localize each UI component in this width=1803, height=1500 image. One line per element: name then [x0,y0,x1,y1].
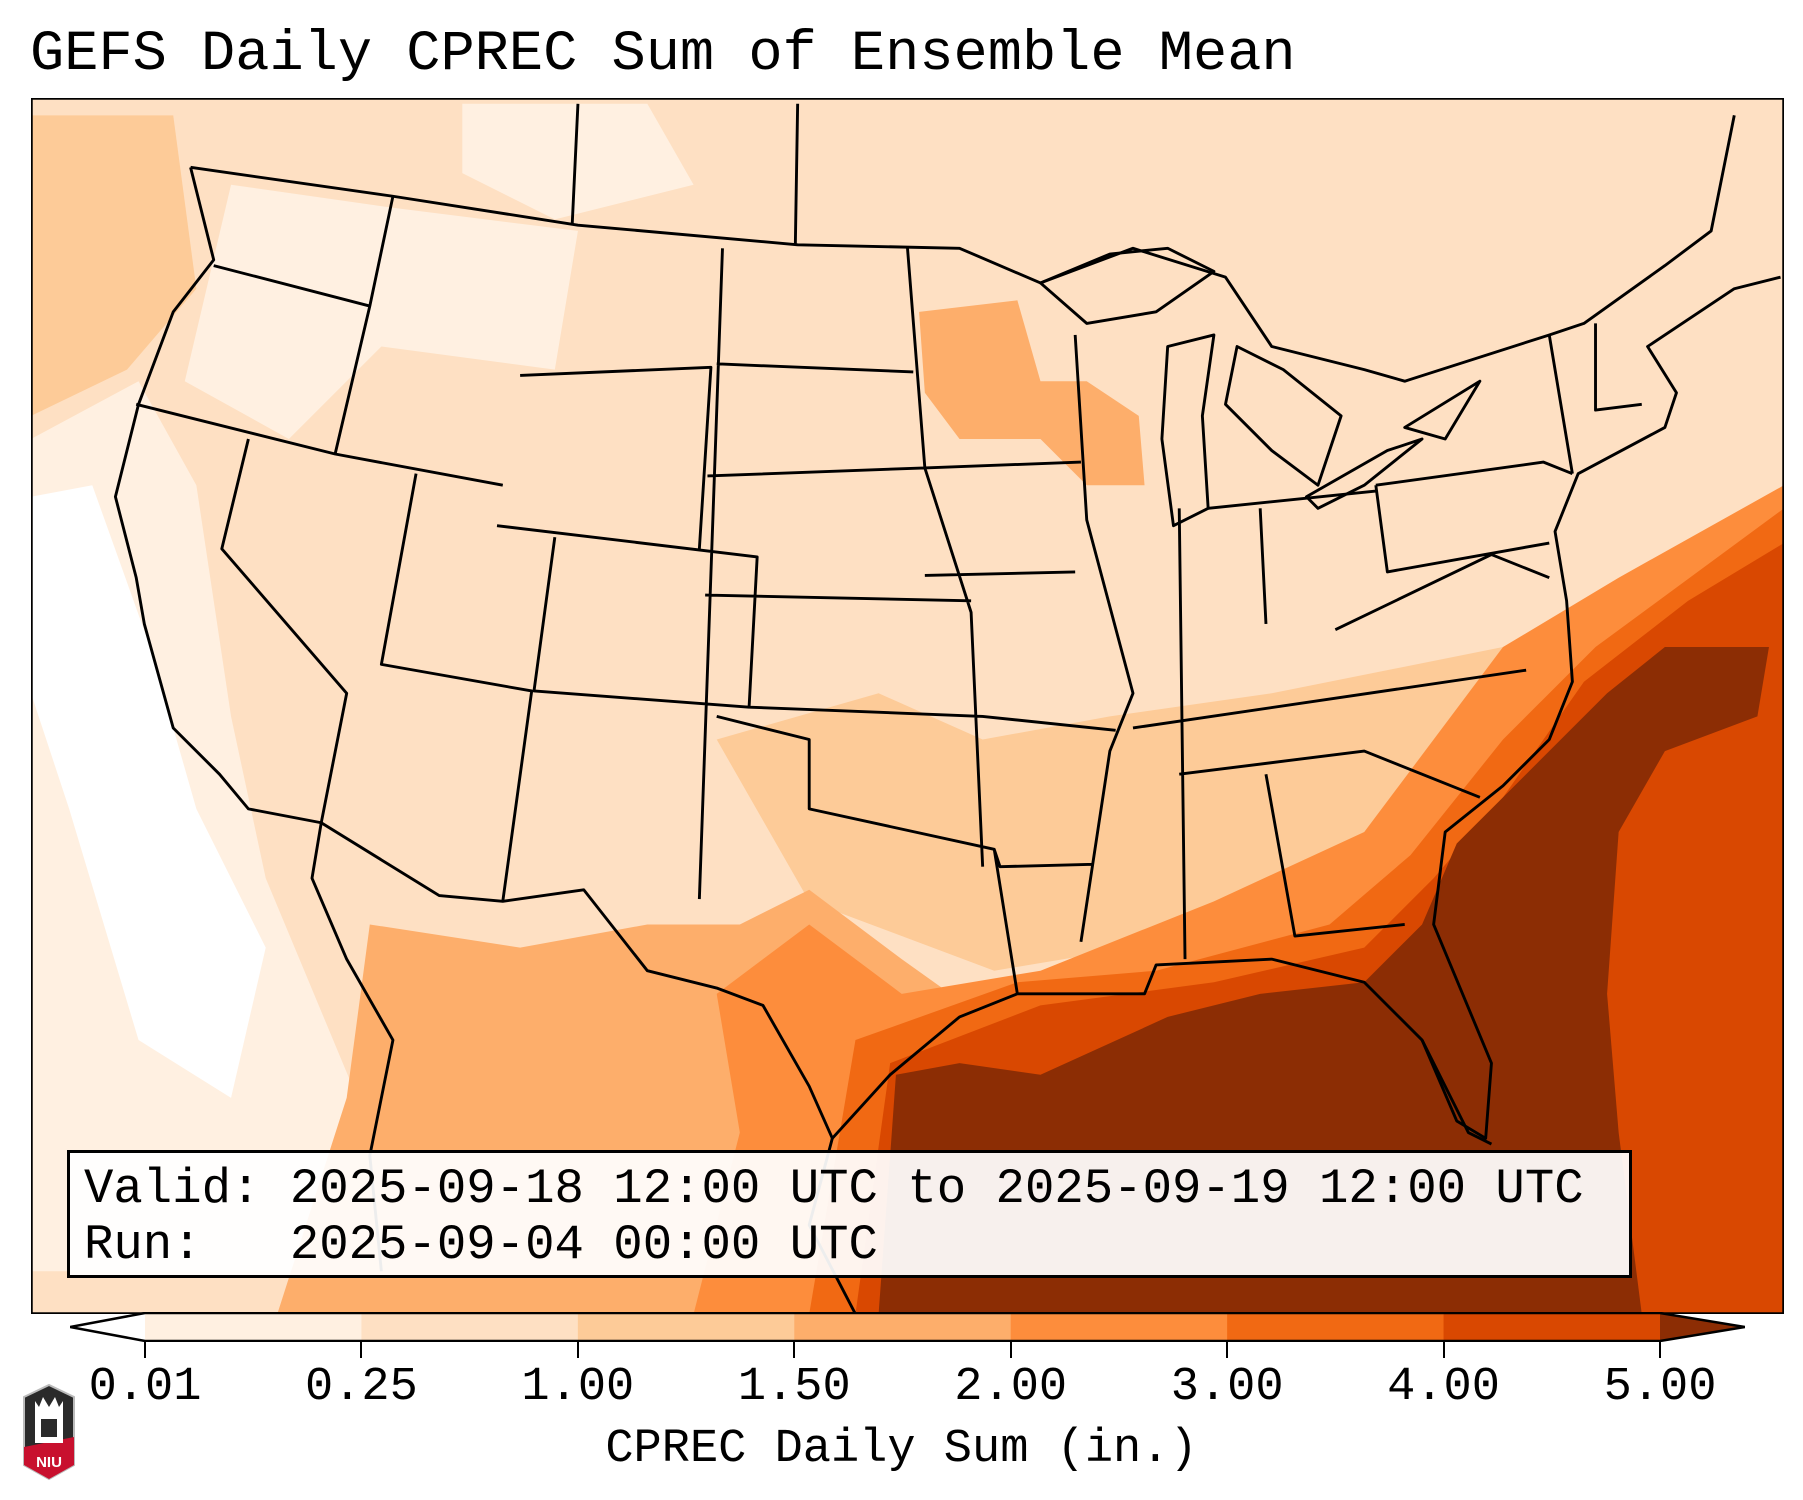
colorbar-segment [1010,1313,1228,1341]
svg-text:NIU: NIU [36,1454,62,1471]
state-lines [135,103,1642,995]
colorbar-tick-label: 1.50 [737,1361,851,1414]
colorbar-tick-label: 5.00 [1603,1361,1717,1414]
chart-title: GEFS Daily CPREC Sum of Ensemble Mean [30,23,1296,87]
colorbar-segment [1443,1313,1661,1341]
colorbar-tick [793,1342,796,1358]
colorbar-tick-label: 3.00 [1170,1361,1284,1414]
florida-coast [1420,1039,1493,1146]
colorbar-tick-label: 4.00 [1387,1361,1500,1414]
colorbar-segment [361,1313,579,1341]
colorbar-tick-label: 2.00 [954,1361,1068,1414]
colorbar-tick [576,1342,579,1358]
colorbar-segment [577,1313,795,1341]
field-light-canada [462,103,694,220]
colorbar-tick [1226,1342,1229,1358]
colorbar-outline [70,1312,1745,1342]
run-time-text: Run: 2025-09-04 00:00 UTC [84,1217,878,1273]
colorbar-segment [1227,1313,1445,1341]
niu-logo: NIU [23,1383,75,1481]
precip-map [31,98,1784,1314]
colorbar [70,1312,1745,1342]
colorbar-tick-label: 1.00 [521,1361,635,1414]
colorbar-over-extension [1660,1313,1745,1341]
field-white-pacific [31,485,266,1098]
colorbar-label: CPREC Daily Sum (in.) [605,1423,1198,1476]
field-light-northwest [184,184,578,439]
colorbar-tick-label: 0.25 [305,1361,418,1414]
colorbar-tick [144,1342,146,1358]
colorbar-tick [360,1342,363,1358]
colorbar-segment [145,1313,362,1341]
field-mn-wi [919,300,1145,486]
canada-border [190,115,1736,383]
colorbar-tick [1659,1342,1661,1358]
colorbar-segment [794,1313,1012,1341]
field-orange-offshore-wa [31,115,197,416]
valid-run-info-box: Valid: 2025-09-18 12:00 UTC to 2025-09-1… [67,1150,1632,1278]
colorbar-tick [1009,1342,1012,1358]
colorbar-under-extension [70,1313,145,1341]
colorbar-tick-label: 0.01 [88,1361,202,1414]
valid-time-text: Valid: 2025-09-18 12:00 UTC to 2025-09-1… [84,1161,1584,1217]
field-max-brown [878,647,1769,1314]
colorbar-tick [1442,1342,1445,1358]
